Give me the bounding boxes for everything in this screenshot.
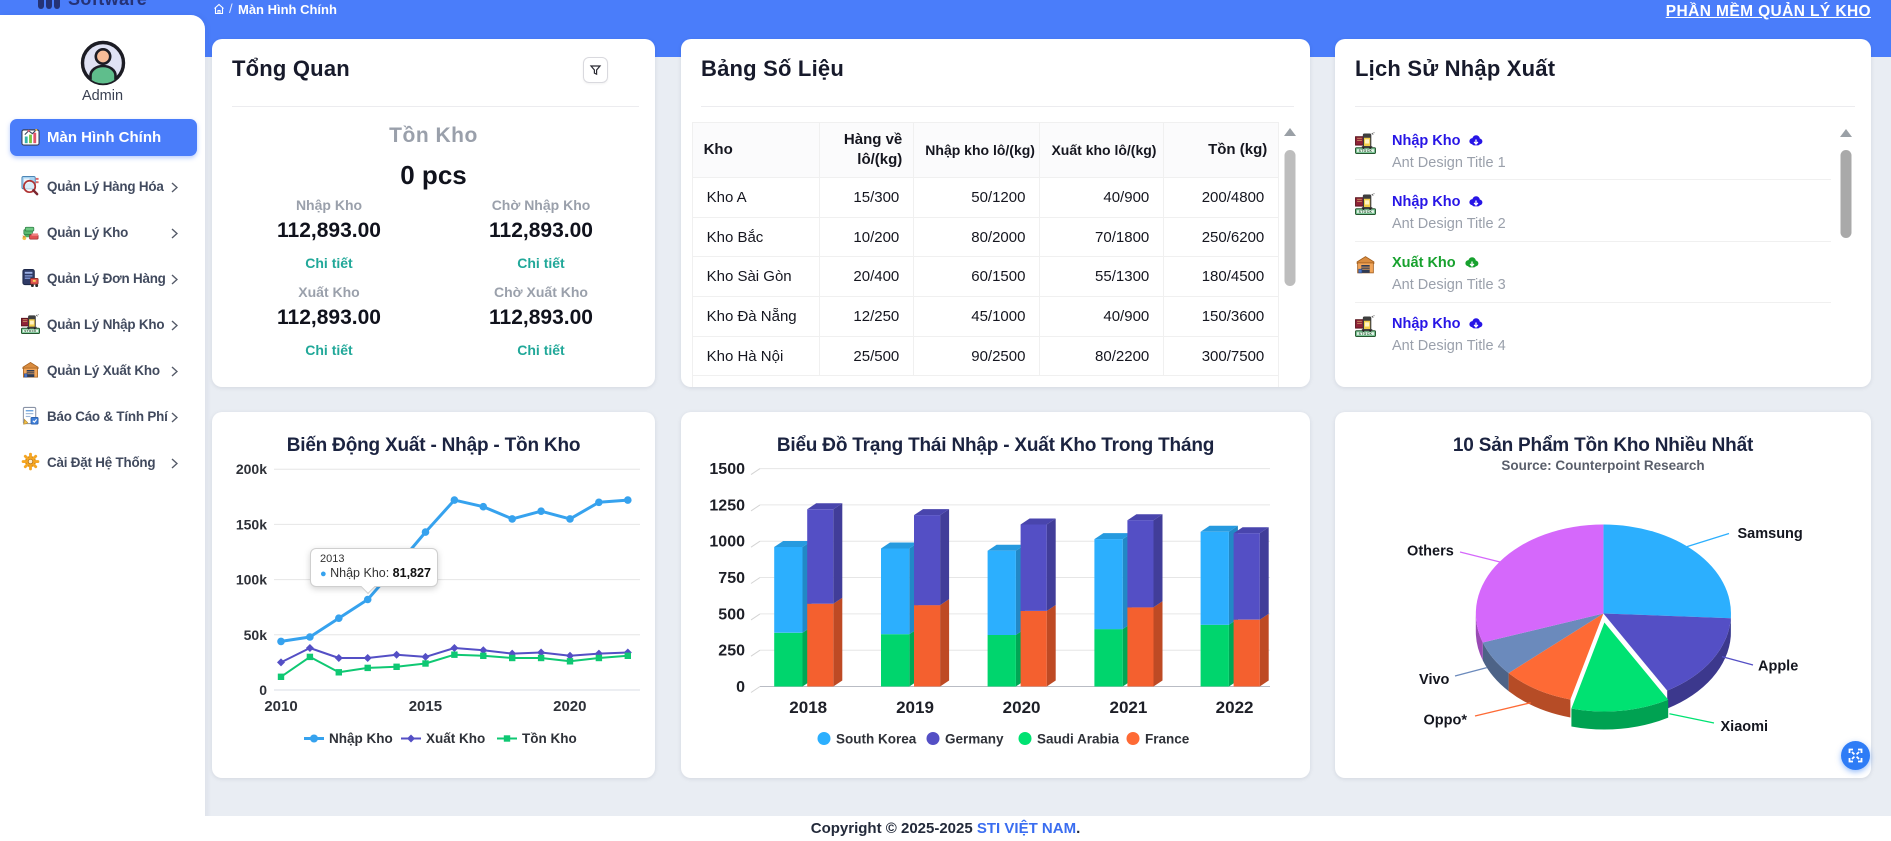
svg-text:100k: 100k <box>236 572 267 588</box>
svg-text:250: 250 <box>718 643 745 660</box>
svg-text:2022: 2022 <box>1216 698 1254 717</box>
svg-text:Nhập Kho: Nhập Kho <box>329 731 393 746</box>
svg-text:Germany: Germany <box>945 732 1004 747</box>
svg-text:2015: 2015 <box>409 698 442 715</box>
svg-text:0: 0 <box>736 679 745 696</box>
svg-text:500: 500 <box>718 606 745 623</box>
svg-text:Xiaomi: Xiaomi <box>1721 719 1769 735</box>
svg-text:1250: 1250 <box>709 497 745 514</box>
svg-text:0: 0 <box>259 682 267 698</box>
svg-text:1000: 1000 <box>709 534 745 551</box>
svg-text:Xuất Kho: Xuất Kho <box>426 731 485 746</box>
svg-text:Oppo*: Oppo* <box>1424 713 1468 729</box>
svg-text:Others: Others <box>1407 544 1454 560</box>
svg-text:Apple: Apple <box>1758 659 1798 675</box>
svg-text:2019: 2019 <box>896 698 934 717</box>
svg-text:South Korea: South Korea <box>836 732 917 747</box>
svg-text:150k: 150k <box>236 516 267 532</box>
svg-text:2010: 2010 <box>264 698 297 715</box>
svg-text:50k: 50k <box>244 627 268 643</box>
svg-text:1500: 1500 <box>709 461 745 478</box>
svg-text:2020: 2020 <box>1003 698 1041 717</box>
svg-text:Vivo: Vivo <box>1419 672 1450 688</box>
svg-text:2020: 2020 <box>553 698 586 715</box>
svg-text:2021: 2021 <box>1109 698 1147 717</box>
svg-text:Saudi Arabia: Saudi Arabia <box>1037 732 1120 747</box>
svg-text:2018: 2018 <box>789 698 827 717</box>
svg-text:France: France <box>1145 732 1190 747</box>
svg-text:Tồn Kho: Tồn Kho <box>522 731 577 746</box>
svg-text:Samsung: Samsung <box>1738 526 1803 542</box>
svg-text:200k: 200k <box>236 461 267 477</box>
svg-text:750: 750 <box>718 570 745 587</box>
